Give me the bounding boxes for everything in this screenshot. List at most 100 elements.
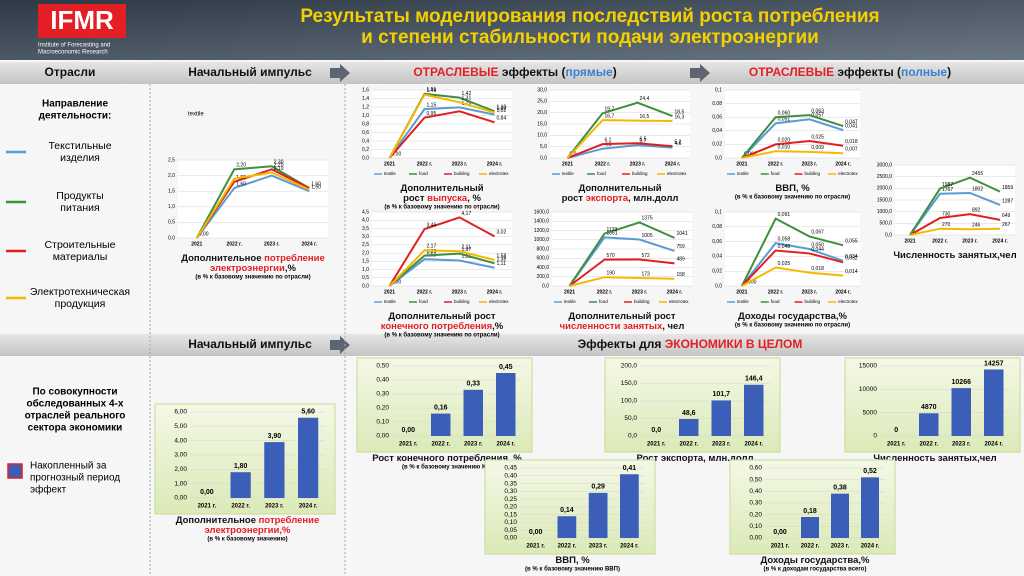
x-tick-label: 2023 г.: [452, 289, 468, 295]
y-tick-label: 100,0: [621, 398, 638, 405]
chart-title: электроэнергии,%: [205, 525, 291, 536]
chart-title: Дополнительный рост: [388, 311, 496, 322]
annotation: textile: [188, 112, 204, 118]
y-tick-label: 3,5: [362, 226, 369, 232]
y-tick-label: 1,4: [362, 96, 369, 102]
series-line: [740, 217, 844, 287]
x-tick-label: 2021 г.: [526, 544, 545, 550]
value-label: 0,52: [863, 468, 877, 475]
legend-label: food: [771, 171, 780, 176]
bar: [298, 417, 319, 498]
value-label: 1041: [677, 231, 688, 237]
value-label: 0,067: [811, 230, 824, 236]
x-tick-label: 2024 г.: [992, 238, 1008, 244]
chart-title-part: рост: [562, 193, 586, 204]
value-label: 5,7: [640, 138, 647, 144]
value-label: 1005: [642, 233, 653, 239]
y-tick-label: 0,0: [885, 232, 892, 238]
series-line: [741, 241, 844, 287]
chart-title-part: Численность занятых,чел: [873, 453, 996, 464]
x-tick-label: 2021: [736, 289, 747, 295]
logo-subtitle: Macroeconomic Research: [38, 50, 108, 56]
x-tick-label: 2024 г.: [665, 161, 681, 167]
legend-label: electrotex: [838, 299, 858, 304]
value-label: 1,31: [462, 96, 472, 102]
value-label: 1,85: [427, 249, 437, 255]
x-tick-label: 2022 г.: [932, 238, 948, 244]
y-tick-label: 500,0: [879, 221, 892, 227]
y-tick-label: 1,0: [362, 113, 369, 119]
y-tick-label: 4,00: [174, 437, 187, 444]
section-heading-part: Начальный импульс: [188, 337, 312, 351]
value-label: 190: [607, 271, 616, 277]
y-tick-label: 3,0: [362, 234, 369, 240]
value-label: 1,60: [236, 181, 246, 187]
value-label: 6,5: [640, 137, 647, 143]
x-tick-label: 2023 г.: [264, 241, 280, 247]
chart-title-part: , %: [467, 193, 481, 204]
legend-label: building: [805, 299, 821, 304]
chart-title-part: рост: [403, 193, 427, 204]
value-label: 1,38: [497, 257, 507, 263]
y-tick-label: 5,00: [174, 423, 187, 430]
chart-title: Дополнительное потребление: [181, 253, 325, 264]
y-tick-label: 0,35: [504, 480, 517, 487]
series-line: [388, 216, 495, 287]
chart-title: ВВП, %: [775, 183, 810, 194]
value-label: 0,091: [778, 212, 791, 218]
chart-title: электроэнергии,%: [210, 263, 296, 274]
value-label: 0,041: [845, 123, 858, 129]
y-tick-label: 0,40: [376, 377, 389, 384]
value-label: 3,02: [497, 230, 507, 236]
value-label: 1,42: [462, 91, 472, 97]
x-tick-label: 2023 г.: [952, 442, 971, 448]
series-line: [569, 276, 675, 287]
x-tick-label: 2022 г.: [558, 544, 577, 550]
y-tick-label: 2,5: [168, 157, 175, 163]
value-label: 267: [1002, 222, 1011, 228]
x-tick-label: 2021 г.: [647, 442, 666, 448]
legend-label: food: [599, 299, 608, 304]
value-label: 1859: [1002, 185, 1013, 191]
y-tick-label: 0,5: [168, 220, 175, 226]
x-tick-label: 2022 г.: [431, 442, 450, 448]
value-label: 1287: [1002, 198, 1013, 204]
x-tick-label: 2023 г.: [589, 544, 608, 550]
value-label: 4870: [921, 404, 937, 411]
series-line: [195, 174, 310, 239]
chart-title-part: Дополнительный: [578, 183, 661, 194]
y-tick-label: 2,5: [362, 242, 369, 248]
industry-label: Продукты: [56, 190, 103, 202]
value-label: 0,00: [529, 529, 543, 536]
section-heading: ОТРАСЛЕВЫЕ эффекты (полные): [749, 65, 951, 79]
value-label: 101,7: [712, 391, 730, 398]
value-label: 0,45: [499, 364, 513, 371]
section-heading-part: Отрасли: [45, 65, 96, 79]
bar: [951, 388, 971, 436]
y-tick-label: 0,50: [376, 363, 389, 370]
value-label: 16,3: [675, 114, 685, 120]
x-tick-label: 2022 г.: [595, 161, 611, 167]
value-label: 0: [894, 427, 898, 434]
value-label: 0,29: [591, 484, 605, 491]
value-label: 0,020: [778, 138, 791, 144]
bar: [230, 472, 251, 498]
x-tick-label: 2023 г.: [632, 289, 648, 295]
series-line: [909, 213, 1001, 236]
y-tick-label: 200,0: [621, 363, 638, 370]
chart-title-part: Доходы государства,%: [761, 555, 870, 566]
legend-label: electrotex: [669, 299, 689, 304]
x-tick-label: 2022 г.: [919, 442, 938, 448]
chart-title-part: потребление: [264, 253, 325, 264]
value-label: 1,80: [234, 463, 248, 470]
section-heading-part: ЭКОНОМИКИ В ЦЕЛОМ: [665, 337, 803, 351]
y-tick-label: 600,0: [536, 256, 549, 262]
chart-title: Рост конечного потребления, %: [372, 453, 522, 464]
chart-title-part: Рост конечного потребления, %: [372, 453, 522, 464]
y-tick-label: 0,25: [504, 496, 517, 503]
legend-text: эффект: [30, 484, 67, 496]
series-line: [909, 191, 1001, 236]
x-tick-label: 2022 г.: [227, 241, 243, 247]
section-heading-part: эффекты (: [499, 65, 566, 79]
